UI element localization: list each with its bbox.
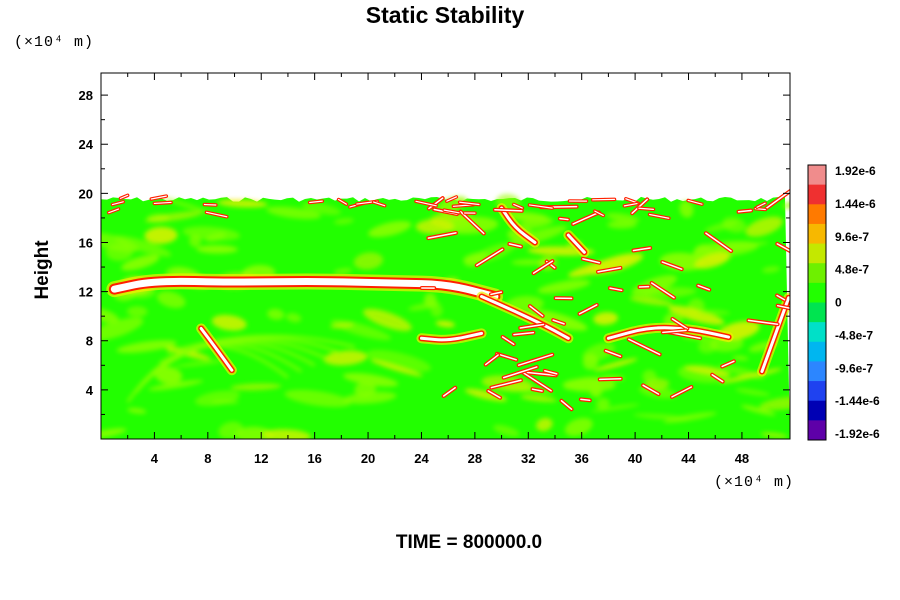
y-axis-unit: (×10⁴ m) — [14, 34, 95, 51]
x-tick-label: 44 — [681, 451, 696, 466]
x-tick-label: 12 — [254, 451, 268, 466]
heatmap-field — [101, 73, 790, 439]
chart-title: Static Stability — [365, 2, 525, 28]
x-tick-label: 24 — [414, 451, 429, 466]
colorbar-label: 1.92e-6 — [835, 164, 876, 178]
y-tick-label: 8 — [86, 334, 93, 349]
x-tick-label: 36 — [574, 451, 588, 466]
y-tick-label: 16 — [79, 235, 93, 250]
x-tick-label: 28 — [468, 451, 482, 466]
stability-band — [603, 322, 734, 344]
stability-band — [563, 230, 590, 258]
x-tick-label: 48 — [735, 451, 749, 466]
colorbar-label: -4.8e-7 — [835, 328, 873, 342]
x-axis-unit: (×10⁴ m) — [714, 474, 795, 491]
y-tick-label: 28 — [79, 88, 93, 103]
colorbar-segment — [808, 400, 826, 421]
time-label: TIME = 800000.0 — [395, 532, 543, 553]
colorbar-label: -9.6e-7 — [835, 361, 873, 375]
colorbar-label: 0 — [835, 296, 842, 310]
colorbar-segment — [808, 204, 826, 225]
colorbar-segment — [808, 322, 826, 343]
colorbar-label: 1.44e-6 — [835, 197, 876, 211]
y-tick-label: 4 — [86, 383, 94, 398]
colorbar-label: 9.6e-7 — [835, 230, 869, 244]
y-tick-label: 20 — [79, 186, 93, 201]
colorbar-segment — [808, 243, 826, 264]
colorbar-segment — [808, 184, 826, 205]
colorbar-label: -1.92e-6 — [835, 427, 880, 441]
colorbar-segment — [808, 282, 826, 303]
x-tick-label: 16 — [307, 451, 321, 466]
stability-band — [476, 291, 574, 344]
colorbar-segment — [808, 165, 826, 186]
x-tick-label: 20 — [361, 451, 375, 466]
stability-band — [416, 328, 487, 345]
colorbar-segment — [808, 341, 826, 362]
plot-frame — [100, 72, 791, 440]
x-tick-label: 4 — [151, 451, 159, 466]
y-tick-label: 12 — [79, 285, 93, 300]
colorbar-segment — [808, 361, 826, 382]
stability-band — [196, 323, 237, 376]
stability-band — [106, 273, 503, 305]
x-tick-label: 40 — [628, 451, 642, 466]
colorbar-segment — [808, 381, 826, 402]
colorbar-segment — [808, 223, 826, 245]
stability-band — [756, 292, 790, 377]
colorbar-segment — [808, 420, 826, 441]
x-tick-label: 8 — [204, 451, 211, 466]
colorbar: 1.92e-6 1.44e-6 9.6e-7 4.8e-7 0 -4.8e-7 -9.6e-… — [807, 164, 880, 441]
y-tick-label: 24 — [79, 137, 94, 152]
colorbar-label: -1.44e-6 — [835, 394, 880, 408]
colorbar-segment — [808, 263, 826, 284]
colorbar-segment — [808, 302, 826, 323]
x-tick-label: 32 — [521, 451, 535, 466]
colorbar-label: 4.8e-7 — [835, 263, 869, 277]
